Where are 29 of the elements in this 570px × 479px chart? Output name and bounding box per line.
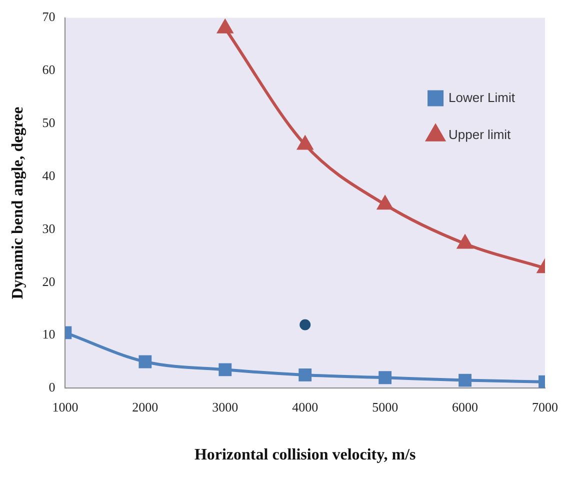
point — [457, 235, 473, 249]
point — [218, 363, 232, 376]
point — [458, 374, 472, 387]
point — [378, 371, 392, 384]
y-tick-label: 30 — [42, 220, 56, 236]
y-tick-label: 0 — [48, 380, 56, 395]
x-tick-label: 3000 — [212, 399, 238, 414]
y-tick-label: 70 — [42, 9, 56, 24]
x-tick-label: 4000 — [292, 399, 318, 414]
x-axis-title: Horizontal collision velocity, m/s — [194, 446, 416, 464]
y-tick-label: 10 — [42, 326, 56, 342]
x-tick-label: 2000 — [132, 399, 158, 414]
y-tick-label: 40 — [42, 168, 56, 183]
legend-label: Upper limit — [448, 126, 512, 142]
point — [218, 20, 233, 34]
y-tick-label: 20 — [42, 274, 56, 289]
y-axis-title: Dynamic bend angle, degree — [10, 106, 27, 300]
point — [378, 196, 393, 210]
y-tick-label: 50 — [42, 115, 56, 130]
y-tick-label: 60 — [42, 62, 56, 78]
x-tick-label: 6000 — [452, 399, 478, 414]
x-tick-label: 7000 — [532, 399, 558, 414]
point — [138, 355, 152, 368]
point — [300, 319, 311, 330]
point — [298, 368, 312, 382]
x-tick-label: 1000 — [52, 399, 78, 414]
x-tick-label: 5000 — [372, 399, 398, 414]
point — [298, 136, 313, 150]
legend-label: Lower Limit — [448, 90, 516, 105]
